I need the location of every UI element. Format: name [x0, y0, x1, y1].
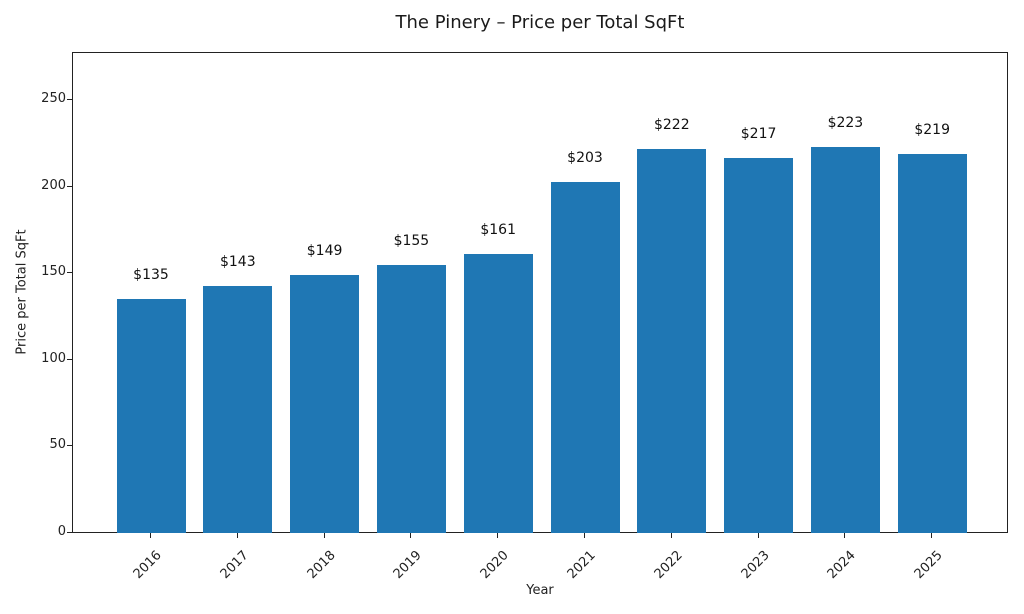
- x-tick-mark: [584, 533, 585, 538]
- y-axis-label: Price per Total SqFt: [14, 229, 30, 355]
- x-tick-label: 2019: [391, 548, 426, 583]
- bar-value-label: $203: [567, 149, 603, 166]
- bar-2023: [724, 157, 794, 533]
- bar-value-label: $219: [914, 122, 950, 139]
- bar-2016: [116, 299, 186, 533]
- bar-2024: [810, 147, 880, 533]
- chart-title: The Pinery – Price per Total SqFt: [395, 12, 685, 33]
- x-tick-mark: [323, 533, 325, 538]
- plot-area: $135 $143 $149 $155 $161 $203 $222 $217 $223 $219: [72, 52, 1008, 533]
- x-tick-label: 2016: [130, 548, 165, 583]
- y-tick-mark: [67, 272, 72, 274]
- x-tick-mark: [410, 533, 412, 538]
- y-tick-label: 150: [41, 264, 66, 280]
- bar-value-label: $155: [393, 232, 430, 249]
- bar-value-label: $217: [740, 125, 777, 142]
- y-tick-mark: [67, 358, 72, 360]
- x-tick-mark: [931, 533, 933, 538]
- bar-value-label: $222: [653, 116, 690, 133]
- x-tick-label: 2018: [304, 548, 339, 583]
- x-tick-mark: [150, 533, 151, 538]
- x-tick-mark: [236, 533, 238, 538]
- y-tick-label: 100: [41, 350, 66, 366]
- x-tick-label: 2017: [217, 548, 252, 583]
- bar-2025: [897, 154, 967, 533]
- x-tick-mark: [670, 533, 672, 538]
- x-tick-label: 2021: [564, 548, 599, 583]
- y-tick-label: 0: [57, 524, 66, 539]
- y-tick-label: 50: [49, 437, 66, 453]
- bar-value-label: $161: [480, 222, 516, 239]
- bar-value-label: $223: [827, 115, 864, 132]
- bar-2017: [203, 285, 273, 533]
- x-tick-label: 2023: [738, 548, 773, 583]
- bar-value-label: $135: [133, 267, 169, 284]
- x-tick-label: 2020: [477, 548, 512, 583]
- x-tick-label: 2025: [911, 548, 946, 583]
- y-tick-mark: [67, 532, 72, 533]
- y-tick-mark: [67, 99, 72, 101]
- bar-2018: [290, 275, 360, 533]
- x-tick-mark: [757, 533, 759, 538]
- x-tick-label: 2022: [651, 548, 686, 583]
- bar-value-label: $143: [219, 253, 256, 270]
- x-tick-mark: [844, 533, 846, 538]
- y-tick-mark: [67, 445, 72, 447]
- y-tick-label: 250: [41, 91, 66, 107]
- bar-2022: [637, 148, 707, 533]
- bar-2021: [550, 181, 620, 533]
- x-tick-mark: [497, 533, 499, 538]
- y-tick-label: 200: [41, 177, 66, 193]
- x-axis-label: Year: [526, 583, 554, 598]
- bar-2019: [376, 264, 446, 533]
- y-tick-mark: [67, 185, 72, 187]
- bar-2020: [463, 254, 533, 533]
- bar-value-label: $149: [306, 243, 343, 260]
- x-tick-label: 2024: [825, 548, 860, 583]
